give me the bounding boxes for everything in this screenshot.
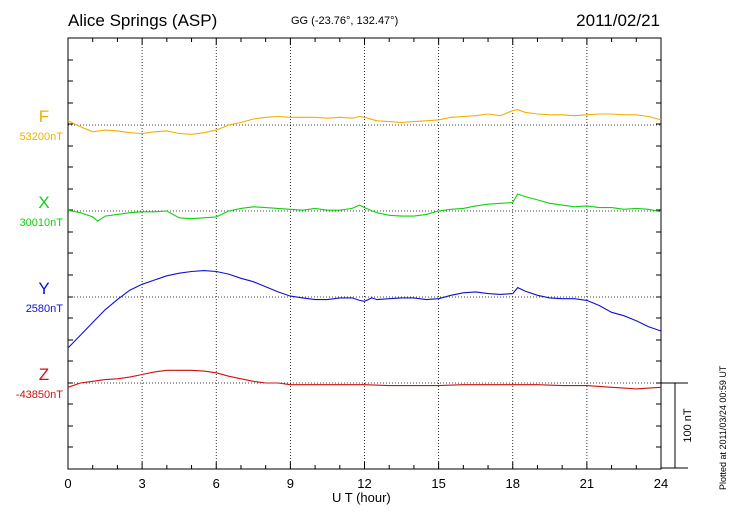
series-line-y <box>67 270 662 349</box>
x-axis-title: U T (hour) <box>332 490 391 505</box>
series-line-z <box>67 369 662 390</box>
x-tick-label: 15 <box>431 476 445 491</box>
series-name-z: Z <box>39 365 49 384</box>
scale-bar-label: 100 nT <box>682 408 694 443</box>
series-baseline-x: 30010nT <box>20 217 64 229</box>
series-name-x: X <box>38 193 49 212</box>
plotted-timestamp: Plotted at 2011/03/24 00:59 UT <box>718 365 728 490</box>
x-tick-label: 0 <box>64 476 71 491</box>
plot-date: 2011/02/21 <box>576 11 660 30</box>
series-line-x <box>67 193 662 222</box>
series-name-y: Y <box>38 279 49 298</box>
x-tick-label: 18 <box>506 476 520 491</box>
station-title: Alice Springs (ASP) <box>68 11 218 30</box>
x-tick-label: 24 <box>654 476 668 491</box>
series-baseline-y: 2580nT <box>26 303 64 315</box>
x-tick-label: 9 <box>287 476 294 491</box>
x-tick-label: 12 <box>357 476 371 491</box>
x-tick-label: 21 <box>580 476 594 491</box>
series-baseline-f: 53200nT <box>20 131 64 143</box>
series-name-f: F <box>39 107 49 126</box>
x-tick-label: 6 <box>213 476 220 491</box>
series-baseline-z: -43850nT <box>16 389 63 401</box>
x-tick-label: 3 <box>139 476 146 491</box>
series-line-f <box>67 109 662 135</box>
station-coordinates: GG (-23.76°, 132.47°) <box>291 15 399 27</box>
